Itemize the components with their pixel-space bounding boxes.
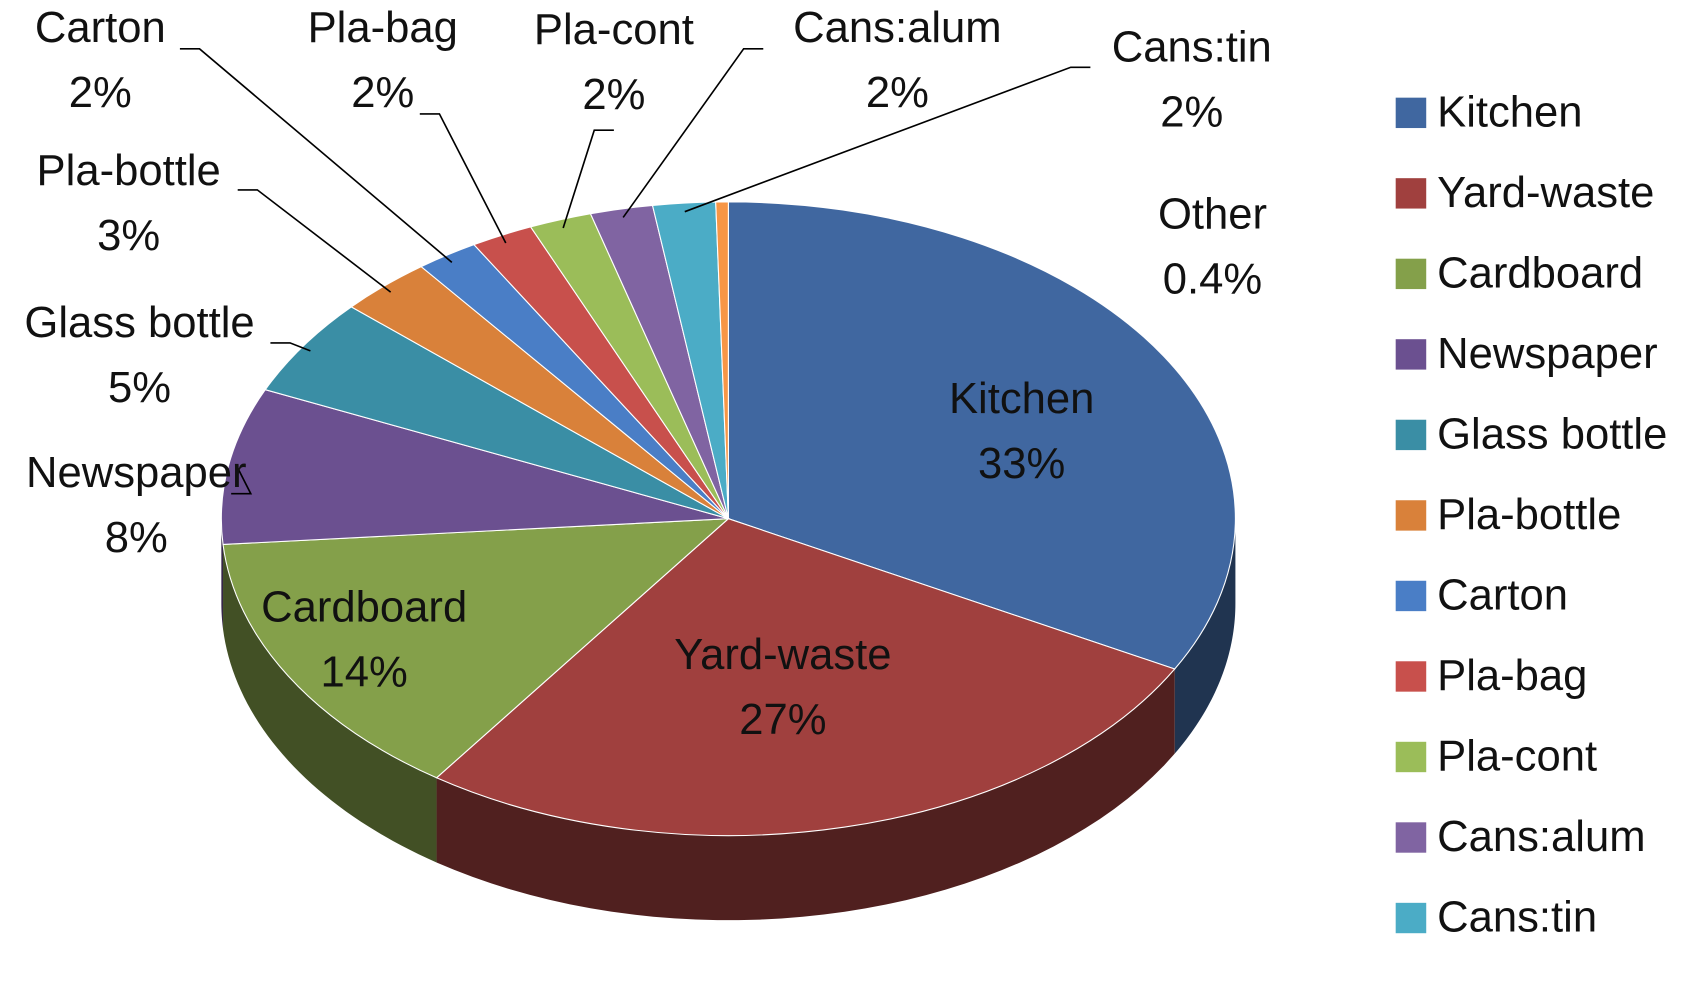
slice-value: 2%: [1160, 89, 1223, 137]
legend-swatch: [1395, 902, 1427, 934]
slice-label: Carton: [35, 4, 166, 52]
slice-value: 14%: [321, 649, 408, 697]
legend-swatch: [1395, 97, 1427, 129]
legend-swatch: [1395, 419, 1427, 451]
slice-value: 0.4%: [1163, 256, 1262, 304]
slice-value: 2%: [866, 69, 929, 117]
legend-label: Cans:alum: [1437, 813, 1645, 861]
leader-line: [684, 66, 1091, 213]
slice-value: 5%: [108, 364, 171, 412]
slice-side: [436, 669, 1175, 921]
legend-label: Yard-waste: [1437, 169, 1654, 217]
slice-side: [1174, 518, 1236, 754]
slice-value: 3%: [97, 212, 160, 260]
legend-label: Cardboard: [1437, 250, 1643, 298]
legend-swatch: [1395, 741, 1427, 773]
legend-swatch: [1395, 258, 1427, 290]
slice-label: Cardboard: [261, 583, 467, 631]
slice-label: Other: [1158, 191, 1267, 239]
legend-label: Newspaper: [1437, 330, 1658, 378]
leader-line: [270, 342, 311, 352]
slice-label: Pla-bottle: [37, 147, 221, 195]
slice: [715, 201, 729, 519]
legend-label: Pla-cont: [1437, 733, 1597, 781]
legend-swatch: [1395, 580, 1427, 612]
slice-label: Kitchen: [949, 375, 1094, 423]
slice-value: 2%: [582, 71, 645, 119]
leader-line: [622, 48, 764, 218]
legend-label: Kitchen: [1437, 89, 1582, 137]
slice: [264, 306, 729, 520]
slice-value: 27%: [739, 696, 826, 744]
slice-label: Cans:alum: [793, 4, 1001, 52]
slice-side: [221, 518, 224, 630]
slice-label: Pla-cont: [534, 6, 694, 54]
slice: [222, 518, 730, 779]
legend-label: Glass bottle: [1437, 411, 1667, 459]
slice: [220, 389, 729, 546]
slice-value: 33%: [978, 440, 1065, 488]
leader-line: [231, 466, 253, 495]
leader-line: [419, 113, 507, 244]
slice-value: 2%: [351, 69, 414, 117]
slice-value: 8%: [105, 514, 168, 562]
legend-label: Cans:tin: [1437, 894, 1597, 942]
leader-line: [179, 48, 453, 263]
legend-swatch: [1395, 339, 1427, 370]
legend-swatch: [1395, 500, 1427, 531]
legend-swatch: [1395, 822, 1427, 853]
legend-label: Pla-bag: [1437, 652, 1587, 700]
legend-label: Carton: [1437, 572, 1568, 620]
legend-label: Pla-bottle: [1437, 491, 1621, 539]
slice-label: Cans:tin: [1112, 23, 1272, 71]
slice-label: Glass bottle: [24, 299, 254, 347]
legend-swatch: [1395, 661, 1427, 692]
legend-swatch: [1395, 178, 1427, 209]
leader-line: [237, 189, 392, 293]
leader-line: [562, 129, 614, 229]
slice-label: Newspaper: [26, 449, 247, 497]
slice-label: Pla-bag: [308, 4, 458, 52]
slice-label: Yard-waste: [674, 631, 891, 679]
slice: [435, 518, 1176, 837]
slice-value: 2%: [69, 69, 132, 117]
slice-side: [223, 544, 437, 863]
slice: [727, 201, 1236, 670]
